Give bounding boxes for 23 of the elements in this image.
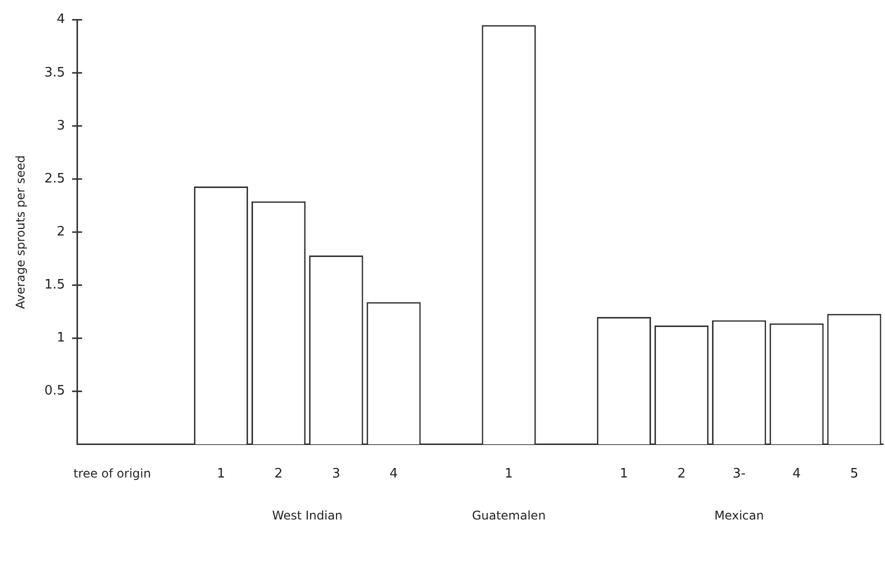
y-tick-label: 2 [56,224,66,240]
x-tick-label: 1 [504,466,513,482]
y-tick-label: 2.5 [44,171,66,186]
y-tick-label: 4 [56,12,66,28]
text: West Indian [272,508,343,523]
y-tick-label: 1.5 [44,278,66,293]
x-tick-label: 3 [332,466,340,482]
y-tick-label: 3.5 [44,65,66,80]
text: Guatemalen [472,508,546,523]
x-tick-label: 4 [792,466,801,482]
x-tick-label: 1 [216,466,226,482]
y-axis-title: Average sprouts per seed [13,155,28,309]
x-tick-label: 4 [390,466,398,482]
x-tick-label: 3- [732,466,746,482]
y-tick-label: 3 [56,118,66,134]
y-tick-label: 0.5 [44,384,66,399]
text: Mexican [714,508,764,523]
x-tick-label: 1 [620,466,628,482]
x-tick-label: 5 [850,466,858,482]
x-tick-label: 2 [677,466,686,482]
x-axis-title: tree of origin [73,466,151,481]
x-tick-label: 2 [274,466,283,482]
y-tick-label: 1 [56,330,66,346]
